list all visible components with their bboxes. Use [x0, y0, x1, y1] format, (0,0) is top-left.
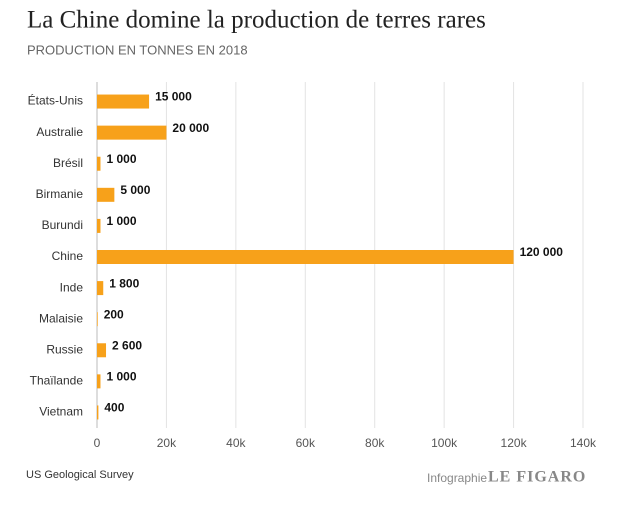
- y-tick-label: Australie: [36, 125, 83, 139]
- chart-title: La Chine domine la production de terres …: [27, 7, 486, 34]
- bar: [97, 312, 98, 327]
- x-tick-label: 0: [94, 436, 101, 450]
- value-label: 1 000: [106, 152, 136, 166]
- brand: LE FIGARO: [488, 469, 586, 486]
- y-tick-label: États-Unis: [28, 93, 83, 108]
- bar: [97, 156, 101, 171]
- y-tick-label: Burundi: [42, 218, 83, 232]
- value-label: 15 000: [155, 90, 192, 104]
- x-tick-label: 80k: [365, 436, 385, 450]
- y-tick-label: Thaïlande: [30, 374, 84, 388]
- y-tick-label: Birmanie: [36, 187, 84, 201]
- bar: [97, 94, 150, 109]
- value-label: 400: [104, 401, 124, 415]
- value-label: 120 000: [520, 245, 564, 259]
- y-tick-label: Russie: [46, 342, 83, 356]
- bar: [97, 374, 101, 389]
- value-label: 1 000: [106, 214, 136, 228]
- value-label: 20 000: [172, 121, 209, 135]
- value-label: 5 000: [120, 183, 150, 197]
- value-label: 2 600: [112, 338, 142, 352]
- bar: [97, 250, 514, 264]
- value-label: 1 800: [109, 276, 139, 290]
- x-tick-label: 100k: [431, 436, 458, 450]
- bar: [97, 405, 99, 420]
- x-tick-label: 60k: [296, 436, 316, 450]
- y-tick-label: Chine: [52, 249, 84, 263]
- bar: [97, 218, 101, 233]
- value-label: 200: [104, 307, 124, 321]
- bar: [97, 125, 167, 140]
- y-tick-label: Brésil: [53, 156, 83, 170]
- chart-subtitle: PRODUCTION EN TONNES EN 2018: [27, 42, 248, 57]
- bar: [97, 281, 104, 296]
- value-label: 1 000: [106, 370, 136, 384]
- x-tick-label: 20k: [157, 436, 177, 450]
- y-tick-label: Vietnam: [39, 405, 83, 419]
- y-tick-label: Malaisie: [39, 311, 83, 325]
- bar: [97, 187, 115, 202]
- credit-label: Infographie: [427, 471, 487, 485]
- x-tick-label: 140k: [570, 436, 597, 450]
- x-tick-label: 40k: [226, 436, 246, 450]
- y-tick-label: Inde: [60, 280, 84, 294]
- bar: [97, 343, 107, 358]
- source: US Geological Survey: [26, 469, 134, 481]
- x-tick-label: 120k: [501, 436, 528, 450]
